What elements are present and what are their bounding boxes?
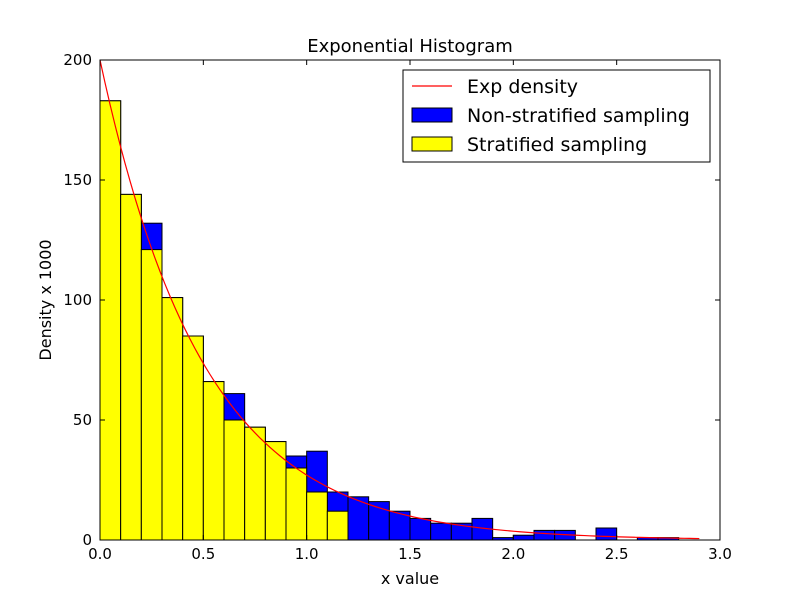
- stratified-bar: [182, 335, 204, 541]
- y-tick-label: 150: [63, 171, 92, 189]
- x-tick-label: 3.0: [708, 545, 732, 563]
- legend-box: [402, 69, 711, 163]
- stratified-bar: [326, 510, 349, 541]
- stratified-bar: [120, 193, 142, 541]
- y-axis-ticks: 0 50 100 150 200: [63, 51, 720, 549]
- x-tick-label: 2.5: [605, 545, 629, 563]
- nonstratified-bar: [512, 534, 535, 541]
- legend-label-density: Exp density: [467, 76, 578, 98]
- stratified-bar: [99, 100, 122, 541]
- y-tick-label: 100: [63, 291, 92, 309]
- stratified-bar: [285, 467, 308, 541]
- y-tick-label: 200: [63, 51, 92, 69]
- exp-density-curve: [99, 59, 700, 540]
- x-tick-label: 2.0: [501, 545, 525, 563]
- nonstratified-bar: [430, 522, 452, 541]
- y-axis-label: Density x 1000: [36, 239, 55, 360]
- stratified-bar: [306, 491, 328, 541]
- stratified-bar: [161, 297, 184, 541]
- nonstratified-bar: [409, 517, 432, 541]
- stratified-bars: [99, 100, 349, 541]
- stratified-bar: [140, 249, 163, 541]
- legend: Exp density Non-stratified sampling Stra…: [402, 69, 711, 163]
- x-tick-label: 1.0: [295, 545, 319, 563]
- x-tick-label: 0.5: [191, 545, 215, 563]
- y-tick-label: 50: [73, 411, 92, 429]
- legend-swatch-nonstratified: [411, 107, 453, 123]
- nonstratified-bar: [595, 527, 618, 541]
- stratified-bar: [244, 426, 266, 541]
- legend-label-nonstratified: Non-stratified sampling: [467, 105, 690, 127]
- nonstratified-bar: [533, 529, 556, 541]
- x-axis-ticks: 0.0 0.5 1.0 1.5 2.0 2.5 3.0: [88, 60, 732, 563]
- stratified-bar: [264, 441, 287, 541]
- legend-label-stratified: Stratified sampling: [467, 134, 647, 156]
- y-tick-label: 0: [82, 531, 92, 549]
- x-axis-label: x value: [381, 569, 439, 588]
- stratified-bar: [202, 381, 225, 541]
- x-tick-label: 0.0: [88, 545, 112, 563]
- chart-title: Exponential Histogram: [307, 36, 513, 57]
- x-tick-label: 1.5: [398, 545, 422, 563]
- legend-swatch-stratified: [411, 136, 453, 152]
- stratified-bar: [223, 419, 246, 541]
